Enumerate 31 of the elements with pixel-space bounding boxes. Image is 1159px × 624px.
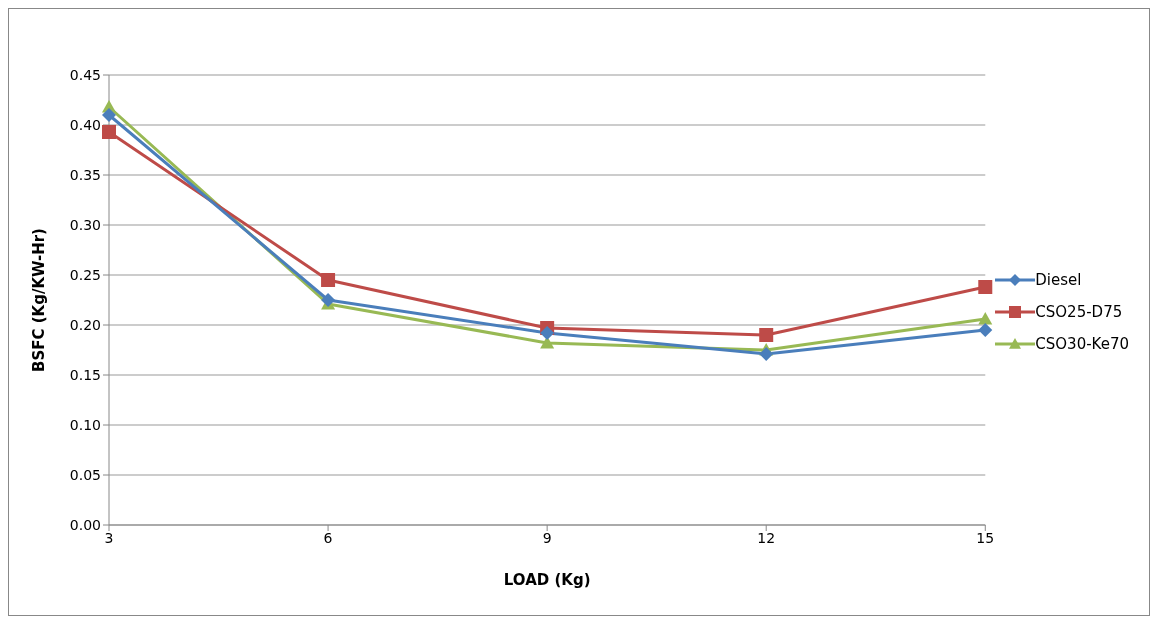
point xyxy=(102,108,116,122)
y-tick-label: 0.00 xyxy=(69,516,101,533)
point xyxy=(759,347,774,361)
y-tick-label: 0.40 xyxy=(69,116,101,133)
point xyxy=(978,323,993,337)
y-tick-label: 0.05 xyxy=(69,466,101,483)
legend-label: CSO30-Ke70 xyxy=(1035,335,1129,353)
y-tick-label: 0.10 xyxy=(69,416,101,433)
x-tick-label: 9 xyxy=(542,529,552,546)
x-tick-label: 15 xyxy=(976,529,995,546)
y-tick-label: 0.45 xyxy=(69,66,101,83)
legend-label: CSO25-D75 xyxy=(1035,303,1123,321)
x-tick-label: 3 xyxy=(104,529,114,546)
x-tick-label: 12 xyxy=(757,529,776,546)
point xyxy=(321,293,336,307)
point xyxy=(978,312,993,325)
y-tick-label: 0.20 xyxy=(69,316,101,333)
point xyxy=(759,328,774,342)
point xyxy=(321,273,336,287)
y-axis-title: BSFC (Kg/KW-Hr) xyxy=(30,228,49,372)
y-tick-label: 0.15 xyxy=(69,366,101,383)
x-axis-title: LOAD (Kg) xyxy=(503,571,591,589)
point xyxy=(540,326,555,340)
point xyxy=(978,280,993,294)
y-tick-label: 0.30 xyxy=(69,216,101,233)
x-tick-label: 6 xyxy=(323,529,333,546)
y-tick-label: 0.25 xyxy=(69,266,101,283)
legend-label: Diesel xyxy=(1035,271,1082,289)
point xyxy=(102,125,116,139)
point xyxy=(540,336,555,349)
y-tick-label: 0.35 xyxy=(69,166,101,183)
